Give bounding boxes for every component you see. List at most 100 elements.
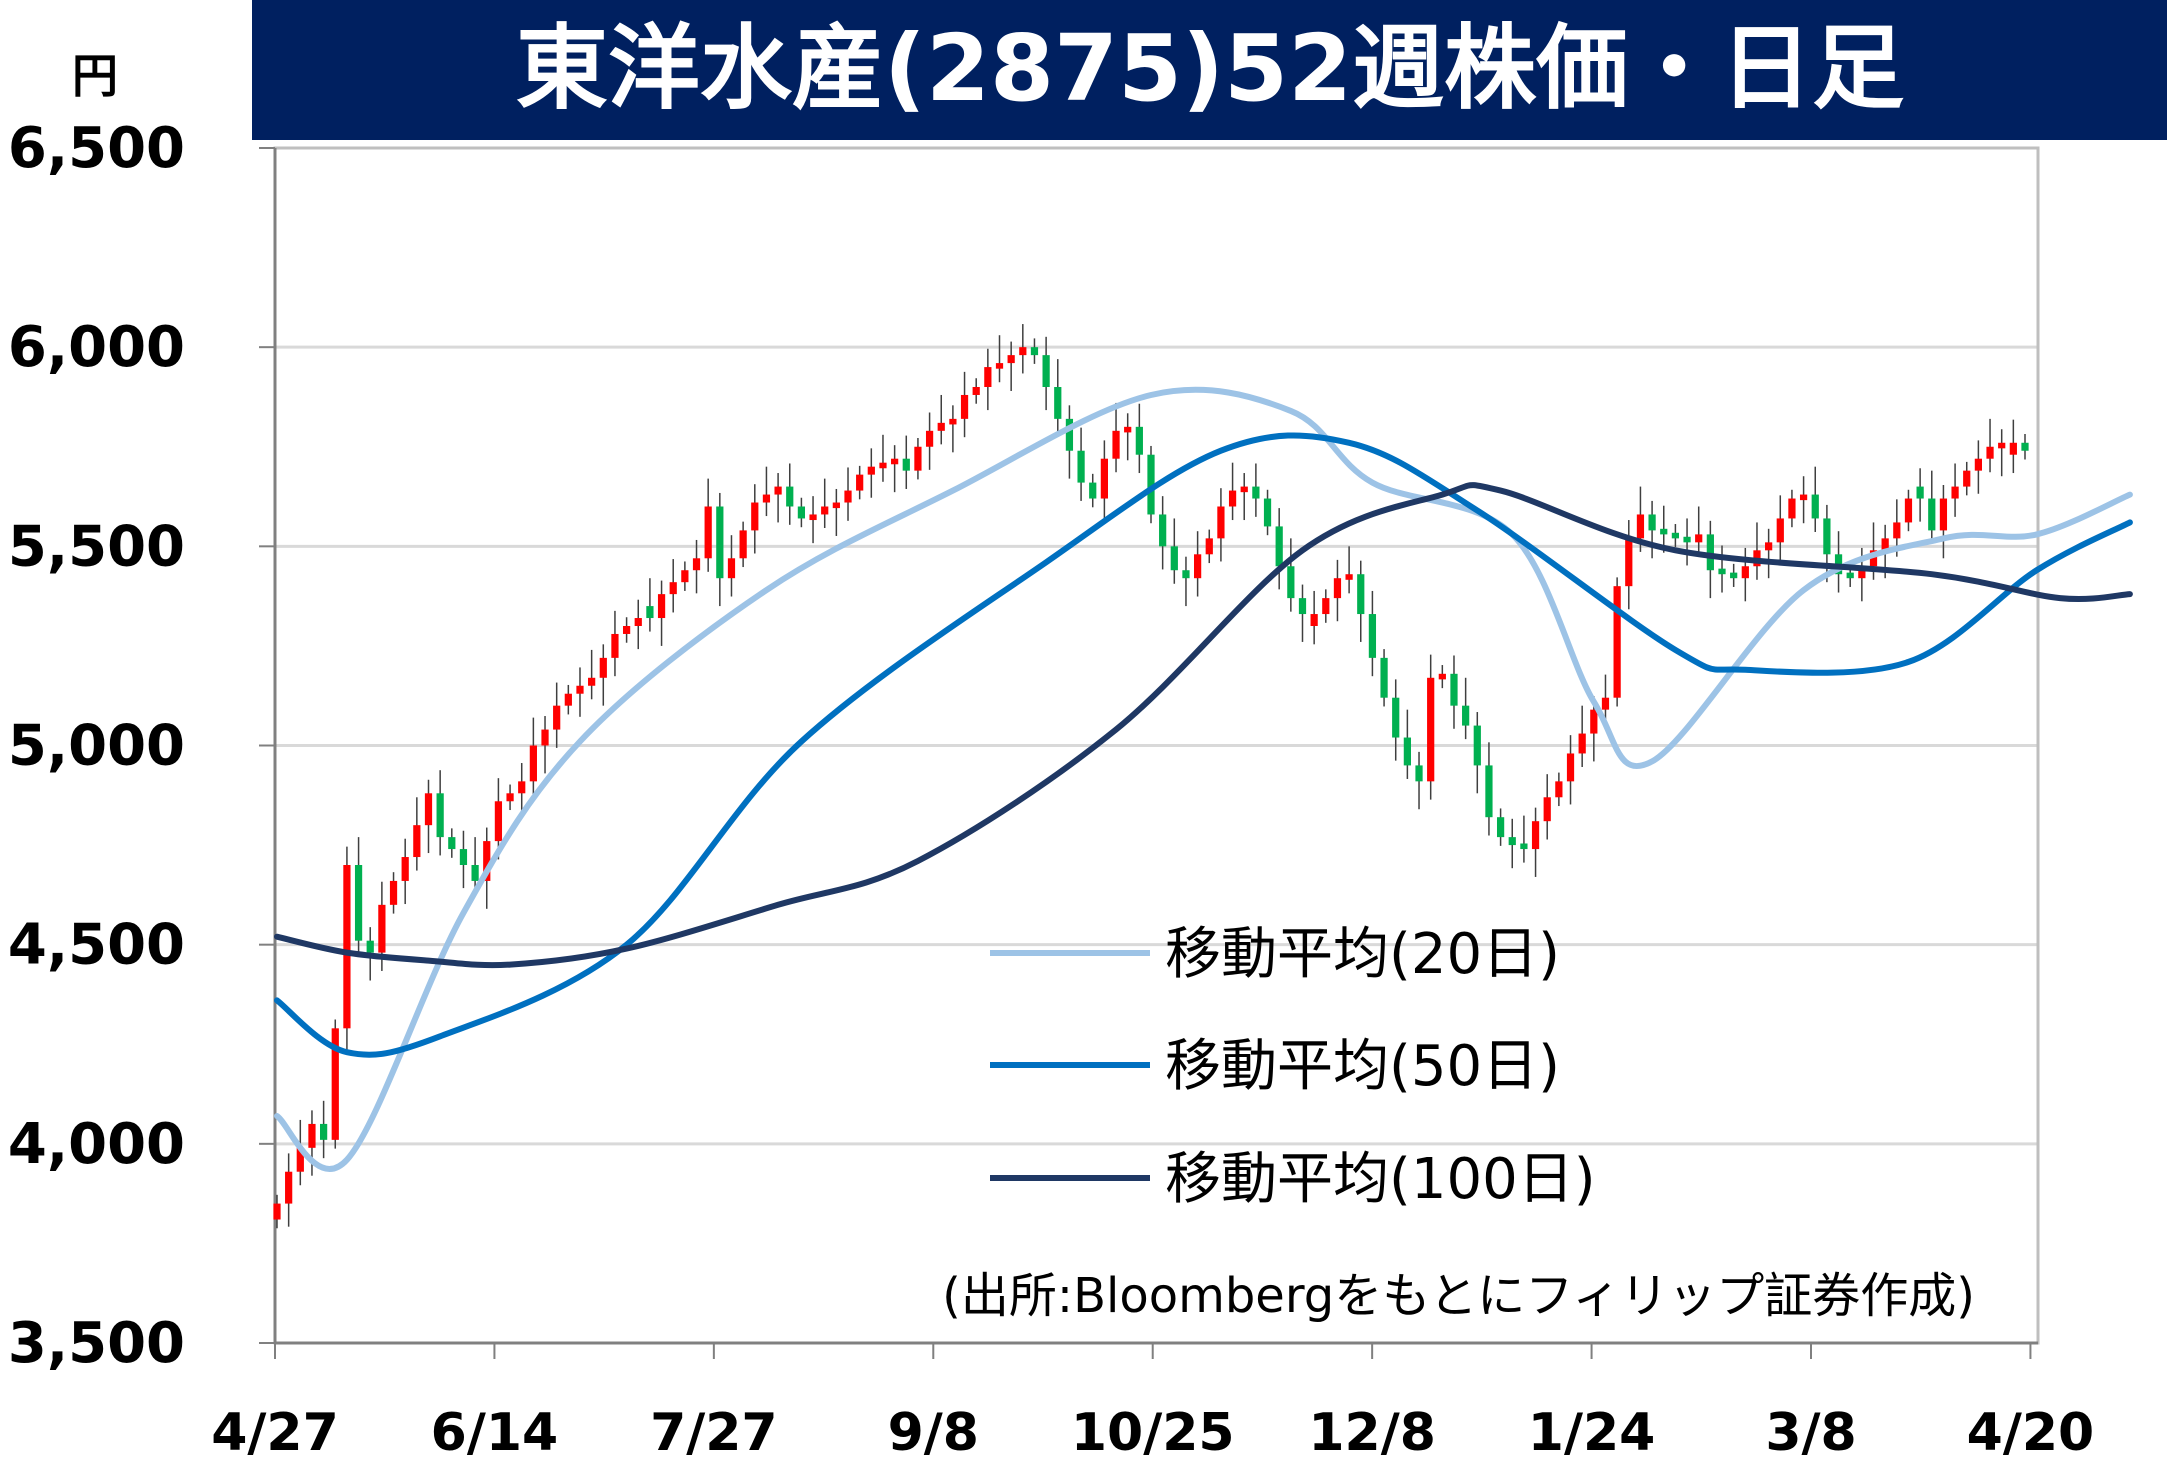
candle-body (1368, 614, 1377, 658)
ma-line-1 (274, 386, 2133, 1172)
ma-line-2 (274, 432, 2133, 1058)
candle-body (1333, 578, 1342, 599)
candle-body (809, 514, 817, 521)
x-tick-label: 1/24 (1528, 1403, 1656, 1463)
candle-body (1765, 542, 1773, 551)
candle-body (1788, 498, 1796, 519)
candle-body (1601, 697, 1610, 710)
candle-body (471, 865, 479, 881)
candle-body (1683, 536, 1691, 543)
candle-body (1112, 430, 1120, 459)
candle-body (891, 458, 899, 465)
candle-body (1007, 355, 1015, 364)
candle-body (1287, 566, 1295, 599)
candle-body (1741, 566, 1749, 579)
candle-body (1415, 765, 1423, 782)
candle-body (599, 657, 607, 678)
candle-body (751, 502, 759, 531)
candle-body (296, 1147, 304, 1172)
candle-body (331, 1028, 339, 1140)
candle-body (1928, 498, 1936, 531)
x-tick-label: 3/8 (1765, 1403, 1856, 1463)
candle-body (1159, 514, 1167, 547)
candle-body (786, 486, 794, 507)
candle-body (564, 693, 572, 706)
candle-body (995, 363, 1004, 369)
candle-body (308, 1123, 316, 1148)
candle-body (797, 506, 806, 519)
candle-body (1322, 598, 1330, 615)
candle-body (925, 430, 934, 447)
candle-body (588, 677, 596, 686)
candle-body (1939, 498, 1948, 531)
candle-body (704, 506, 712, 559)
candle-body (879, 462, 887, 469)
candle-body (832, 502, 840, 509)
candle-body (1974, 458, 1982, 471)
candle-body (1077, 450, 1085, 483)
moving-averages (274, 386, 2133, 1172)
candle-body (1508, 837, 1516, 846)
candle-body (1438, 673, 1446, 680)
x-tick-label: 7/27 (650, 1403, 778, 1463)
candle-body (1986, 446, 1994, 459)
candle-body (646, 606, 654, 619)
candle-body (424, 793, 433, 826)
candle-body (1310, 614, 1318, 626)
candle-body (1869, 550, 1878, 567)
candle-body (1904, 498, 1913, 523)
candle-body (1380, 657, 1388, 698)
candle-body (448, 837, 456, 850)
candle-body (1345, 574, 1353, 580)
candle-body (1846, 572, 1854, 579)
candle-body (378, 904, 386, 953)
candle-body (1217, 506, 1225, 539)
candle-body (762, 494, 771, 503)
candle-body (413, 825, 421, 858)
legend-label: 移動平均(100日) (1165, 1147, 1596, 1212)
candle-body (459, 849, 468, 865)
candle-body (634, 618, 642, 626)
candle-body (1823, 518, 1831, 555)
candle-body (1625, 538, 1633, 587)
y-tick-label: 4,000 (8, 1112, 185, 1177)
legend-label: 移動平均(20日) (1165, 922, 1560, 987)
candle-body (1357, 574, 1365, 615)
ma-line-3 (274, 482, 2133, 969)
candle-body (1613, 586, 1621, 698)
candle-body (1089, 482, 1097, 499)
candle-body (389, 880, 398, 905)
candle-body (657, 594, 666, 619)
candle-body (1263, 498, 1272, 527)
title-banner (252, 0, 2167, 140)
candle-body (354, 865, 363, 941)
candle-body (821, 506, 829, 515)
legend-label: 移動平均(50日) (1165, 1034, 1560, 1099)
candle-body (343, 865, 351, 1029)
candle-body (285, 1171, 293, 1204)
candle-body (541, 729, 549, 746)
candle-body (972, 387, 980, 395)
candle-body (1194, 554, 1202, 579)
candle-body (1228, 490, 1237, 507)
x-tick-label: 12/8 (1308, 1403, 1436, 1463)
candle-body (902, 458, 910, 471)
candle-body (949, 418, 957, 425)
candle-body (1730, 572, 1738, 579)
candle-body (1496, 817, 1505, 838)
candle-body (1298, 598, 1307, 615)
axes: 3,500 4,000 4,500 5,000 5,500 6,000 6,500 4/27 6… (8, 116, 2094, 1463)
candle-body (553, 705, 561, 730)
candle-body (1030, 347, 1039, 356)
x-tick-label: 6/14 (431, 1403, 559, 1463)
candle-body (1590, 709, 1598, 734)
candle-body (1182, 570, 1190, 579)
candle-body (1660, 528, 1668, 535)
candle-body (1135, 426, 1143, 455)
grid (275, 345, 2038, 1146)
candle-body (1462, 705, 1470, 726)
candles (273, 324, 2029, 1229)
candle-body (1963, 470, 1971, 487)
chart-title: 東洋水産(2875)52週株価・日足 (516, 15, 1904, 122)
candle-body (1019, 347, 1027, 356)
